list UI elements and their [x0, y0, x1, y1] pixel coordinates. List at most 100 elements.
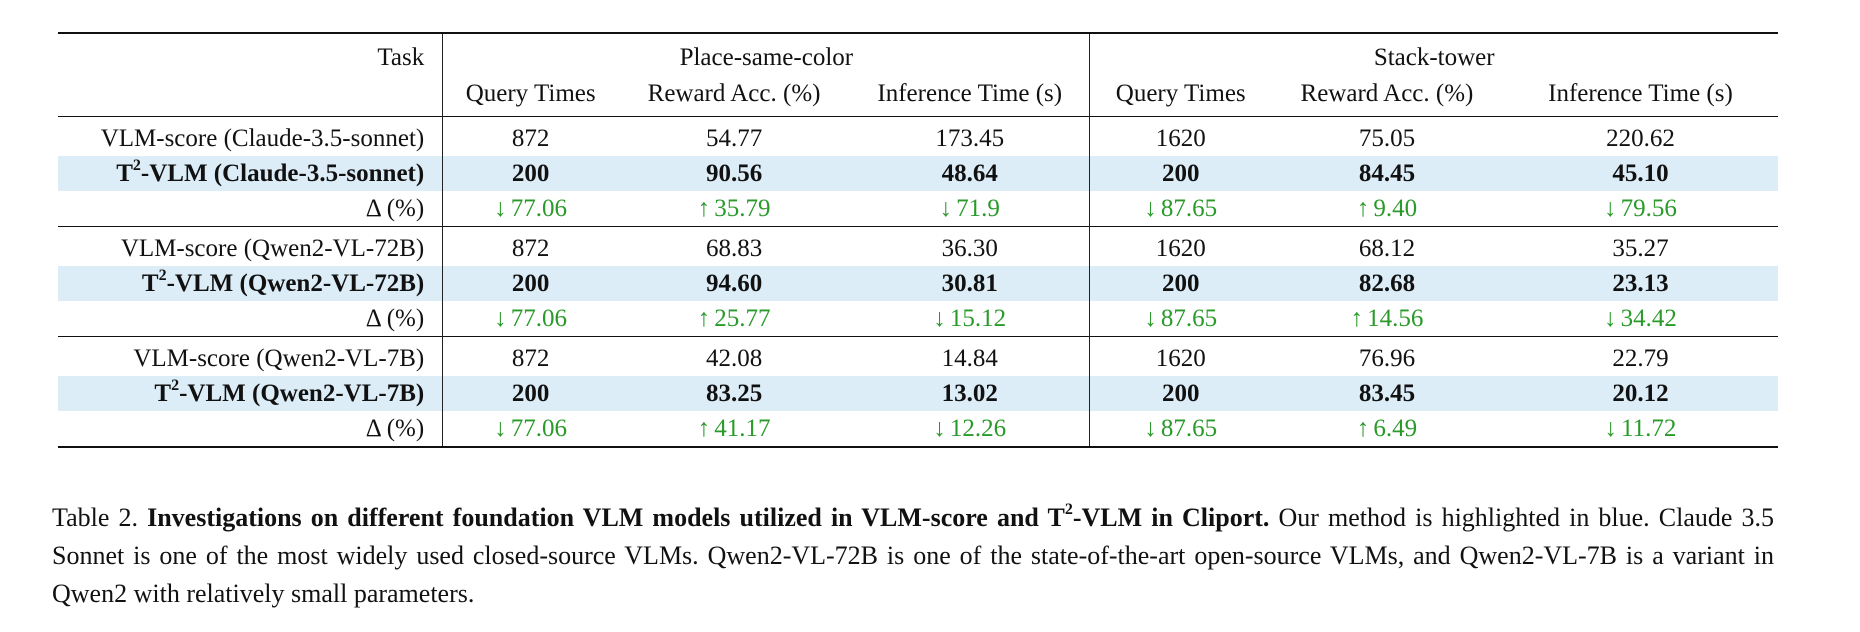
table-cell: 872 [442, 116, 619, 156]
arrow-icon: ↓ [494, 415, 507, 442]
delta-cell: ↑ 25.77 [618, 301, 850, 337]
table-cell: 872 [442, 336, 619, 376]
delta-value: 11.72 [1621, 415, 1677, 442]
table-cell: 1620 [1089, 226, 1271, 266]
delta-value: 79.56 [1620, 195, 1677, 222]
delta-cell: ↓ 87.65 [1089, 301, 1271, 337]
row-label-superscript: 2 [171, 376, 180, 394]
baseline-row: VLM-score (Claude-3.5-sonnet) 872 54.77 … [58, 116, 1778, 156]
table-cell: 200 [1089, 156, 1271, 191]
col-header-query-times: Query Times [442, 76, 619, 117]
table-cell: 220.62 [1502, 116, 1778, 156]
row-label-text: -VLM (Claude-3.5-sonnet) [140, 160, 425, 187]
arrow-icon: ↑ [1356, 415, 1370, 442]
delta-cell: ↓ 15.12 [850, 301, 1090, 337]
table-cell: 22.79 [1502, 336, 1778, 376]
baseline-row: VLM-score (Qwen2-VL-7B) 872 42.08 14.84 … [58, 336, 1778, 376]
table-cell: 200 [442, 376, 619, 411]
caption-label: Table 2. [52, 503, 138, 532]
delta-value: 77.06 [510, 305, 568, 332]
task-header: Task [58, 32, 443, 76]
delta-cell: ↓ 87.65 [1089, 411, 1271, 448]
delta-value: 9.40 [1373, 195, 1418, 222]
table-cell: 23.13 [1502, 266, 1778, 301]
delta-cell: ↓ 71.9 [850, 191, 1090, 227]
table-cell: 82.68 [1270, 266, 1503, 301]
arrow-icon: ↓ [939, 195, 953, 222]
delta-cell: ↓ 77.06 [442, 191, 619, 227]
table-cell: 48.64 [850, 156, 1090, 191]
row-label-text: -VLM (Qwen2-VL-72B) [166, 270, 425, 297]
caption-title: Investigations on different foundation V… [147, 502, 1270, 532]
delta-cell: ↑ 6.49 [1270, 411, 1503, 448]
row-label-text: -VLM (Qwen2-VL-7B) [179, 380, 425, 407]
delta-row: Δ (%) ↓ 77.06 ↑ 35.79 ↓ 71.9 ↓ 87.65 ↑ 9.40 ↓… [58, 191, 1778, 227]
table-cell: 83.25 [618, 376, 851, 411]
arrow-icon: ↓ [494, 195, 507, 222]
arrow-icon: ↓ [494, 305, 507, 332]
table-cell: 68.12 [1270, 226, 1503, 266]
delta-cell: ↑ 14.56 [1271, 301, 1503, 337]
table-cell: 45.10 [1502, 156, 1778, 191]
arrow-icon: ↑ [1356, 195, 1370, 222]
delta-cell: ↓ 77.06 [442, 411, 619, 448]
table-cell: 83.45 [1270, 376, 1503, 411]
table-cell: 68.83 [618, 226, 851, 266]
table-cell: 1620 [1089, 116, 1271, 156]
table-cell: 90.56 [618, 156, 851, 191]
table-cell: 200 [1089, 376, 1271, 411]
arrow-icon: ↓ [1144, 305, 1157, 332]
col-header-inference-time: Inference Time (s) [877, 80, 1063, 107]
col-header-reward-acc: Reward Acc. (%) [647, 80, 821, 107]
table-cell: 173.45 [850, 116, 1090, 156]
table-caption: Table 2. Investigations on different fou… [52, 499, 1774, 613]
arrow-icon: ↓ [1144, 415, 1157, 442]
delta-cell: ↑ 41.17 [618, 411, 851, 448]
delta-value: 35.79 [714, 195, 771, 222]
table-cell: 1620 [1089, 336, 1271, 376]
row-label-prefix: T [116, 160, 133, 187]
results-table-container: Task Place-same-color Stack-tower Query … [58, 32, 1778, 448]
row-label: T2-VLM (Qwen2-VL-7B) [58, 376, 443, 411]
column-header-row: Query Times Reward Acc. (%) Inference Ti… [58, 76, 1778, 117]
delta-row: Δ (%) ↓ 77.06 ↑ 41.17 ↓ 12.26 ↓ 87.65 ↑ 6.49 … [58, 411, 1778, 448]
arrow-icon: ↑ [697, 305, 711, 332]
col-header-query-times: Query Times [1089, 76, 1271, 117]
group-header-place-same-color: Place-same-color [442, 32, 1090, 76]
col-header-inference-time: Inference Time (s) [1548, 80, 1733, 107]
caption-title-suffix: -VLM in Cliport. [1072, 503, 1270, 532]
delta-value: 41.17 [714, 415, 771, 442]
delta-value: 87.65 [1160, 195, 1218, 222]
ours-row-highlighted: T2-VLM (Qwen2-VL-72B) 200 94.60 30.81 20… [58, 266, 1778, 301]
delta-value: 77.06 [510, 195, 568, 222]
results-table: Task Place-same-color Stack-tower Query … [58, 32, 1778, 448]
arrow-icon: ↑ [697, 415, 711, 442]
row-label: VLM-score (Qwen2-VL-7B) [58, 336, 443, 376]
table-cell: 20.12 [1502, 376, 1778, 411]
delta-value: 15.12 [949, 305, 1007, 332]
table-cell: 14.84 [850, 336, 1090, 376]
row-label-prefix: T [141, 270, 159, 297]
delta-value: 71.9 [956, 195, 1000, 222]
table-cell: 200 [442, 156, 619, 191]
table-cell: 36.30 [850, 226, 1090, 266]
table-cell: 13.02 [850, 376, 1090, 411]
table-cell: 42.08 [618, 336, 851, 376]
table-cell: 35.27 [1502, 226, 1778, 266]
col-header-reward-acc: Reward Acc. (%) [1300, 80, 1474, 107]
arrow-icon: ↓ [1604, 305, 1617, 332]
delta-cell: ↓ 34.42 [1503, 301, 1778, 337]
delta-cell: ↓ 12.26 [850, 411, 1090, 448]
row-label: Δ (%) [365, 195, 425, 222]
baseline-row: VLM-score (Qwen2-VL-72B) 872 68.83 36.30… [58, 226, 1778, 266]
arrow-icon: ↓ [933, 415, 946, 442]
delta-value: 14.56 [1367, 305, 1424, 332]
delta-cell: ↑ 9.40 [1271, 191, 1503, 227]
table-cell: 76.96 [1270, 336, 1503, 376]
arrow-icon: ↑ [1350, 305, 1364, 332]
caption-body: Our method is highlighted in blue. Claud… [52, 503, 1775, 608]
table-cell: 200 [442, 266, 619, 301]
arrow-icon: ↓ [933, 305, 946, 332]
row-label: Δ (%) [365, 305, 425, 332]
delta-row: Δ (%) ↓ 77.06 ↑ 25.77 ↓ 15.12 ↓ 87.65 ↑ 14.56… [58, 301, 1778, 337]
